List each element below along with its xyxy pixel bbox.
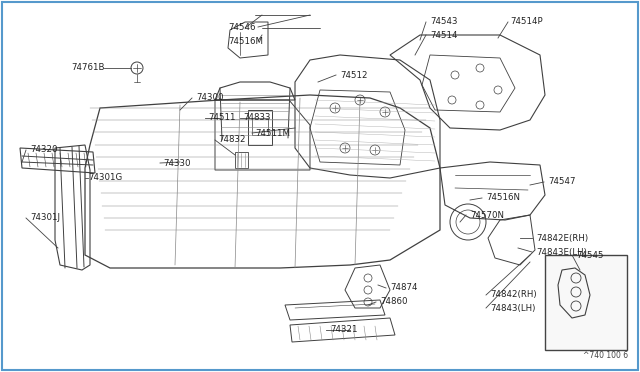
Text: 74761B: 74761B <box>72 64 105 73</box>
Text: 74516M: 74516M <box>228 38 263 46</box>
Text: 74833: 74833 <box>243 113 271 122</box>
Text: 74301G: 74301G <box>88 173 122 183</box>
Text: 74547: 74547 <box>548 177 575 186</box>
Text: 74543: 74543 <box>430 17 458 26</box>
Text: 74301J: 74301J <box>30 214 60 222</box>
Text: 74546: 74546 <box>228 23 255 32</box>
Text: 74300: 74300 <box>196 93 223 103</box>
Text: 74874: 74874 <box>390 283 417 292</box>
Text: 74843E(LH): 74843E(LH) <box>536 247 587 257</box>
Text: 74330: 74330 <box>163 158 191 167</box>
Text: 74570N: 74570N <box>470 211 504 219</box>
Text: 74512: 74512 <box>340 71 367 80</box>
Text: 74545: 74545 <box>576 250 604 260</box>
Bar <box>545 255 627 350</box>
Text: 74843(LH): 74843(LH) <box>490 304 536 312</box>
Text: 74516N: 74516N <box>486 193 520 202</box>
Text: 74842(RH): 74842(RH) <box>490 291 536 299</box>
Text: 74842E(RH): 74842E(RH) <box>536 234 588 243</box>
Text: 74321: 74321 <box>330 326 358 334</box>
Text: 74514P: 74514P <box>510 17 543 26</box>
Text: 74860: 74860 <box>380 298 408 307</box>
Text: 74511M: 74511M <box>255 128 290 138</box>
Text: ^740 100 6: ^740 100 6 <box>583 351 628 360</box>
Text: 74514: 74514 <box>430 31 458 39</box>
Text: 74511: 74511 <box>208 113 236 122</box>
Text: 74320: 74320 <box>30 145 58 154</box>
Text: 74832: 74832 <box>218 135 246 144</box>
